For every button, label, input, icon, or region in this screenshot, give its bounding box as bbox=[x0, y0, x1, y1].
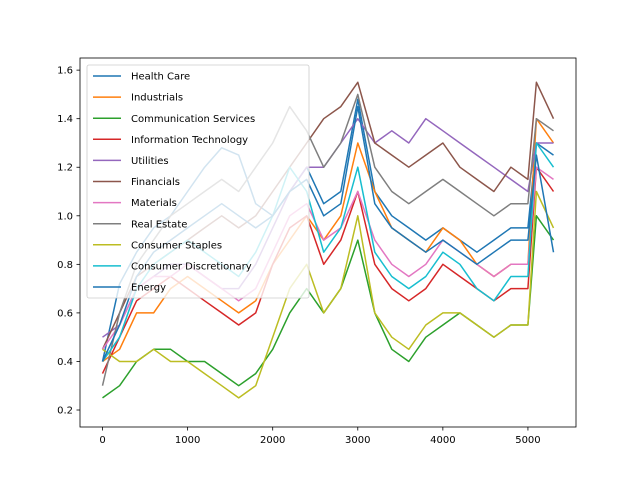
legend-label: Utilities bbox=[131, 156, 169, 167]
series-line bbox=[102, 190, 555, 399]
y-axis: 0.2 0.4 0.6 0.8 1.0 1.2 1.4 1.6 bbox=[57, 66, 80, 417]
x-tick-label: 3000 bbox=[345, 435, 370, 446]
legend-label: Financials bbox=[131, 177, 180, 188]
legend-label: Industrials bbox=[131, 93, 183, 104]
legend-label: Real Estate bbox=[131, 219, 187, 230]
legend-label: Materials bbox=[131, 198, 177, 209]
y-tick-label: 1.2 bbox=[57, 163, 73, 174]
y-tick-label: 0.8 bbox=[57, 260, 73, 271]
y-tick-label: 0.2 bbox=[57, 406, 73, 417]
axes-frame bbox=[79, 57, 577, 428]
legend-label: Consumer Discretionary bbox=[131, 262, 252, 273]
x-tick-label: 5000 bbox=[515, 435, 540, 446]
legend-label: Communication Services bbox=[131, 114, 255, 125]
y-tick-label: 1.6 bbox=[57, 66, 73, 77]
x-tick-label: 0 bbox=[99, 435, 105, 446]
legend-label: Energy bbox=[131, 283, 166, 294]
y-tick-label: 0.4 bbox=[57, 357, 73, 368]
x-axis: 0 1000 2000 3000 4000 5000 bbox=[99, 427, 541, 446]
legend-label: Information Technology bbox=[131, 135, 248, 146]
y-tick-label: 1.0 bbox=[57, 211, 73, 222]
x-tick-label: 4000 bbox=[430, 435, 455, 446]
legend-label: Consumer Staples bbox=[131, 240, 222, 251]
y-tick-label: 0.6 bbox=[57, 308, 73, 319]
x-tick-label: 1000 bbox=[175, 435, 200, 446]
legend-frame bbox=[86, 64, 310, 299]
legend: Health Care Industrials Communication Serv… bbox=[86, 64, 310, 299]
x-tick-label: 2000 bbox=[260, 435, 285, 446]
y-tick-label: 1.4 bbox=[57, 114, 73, 125]
legend-label: Health Care bbox=[131, 72, 190, 83]
